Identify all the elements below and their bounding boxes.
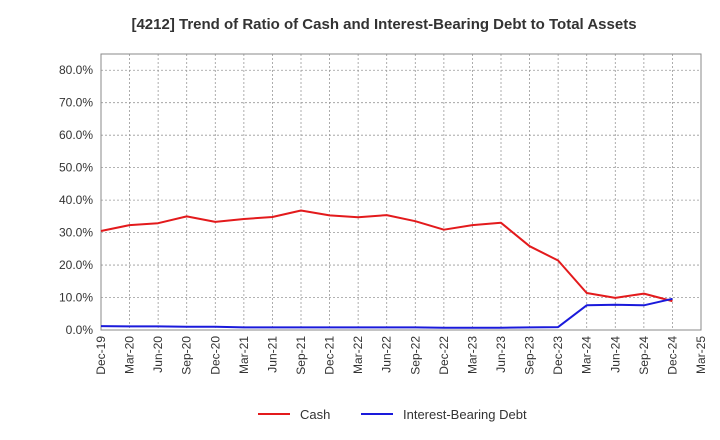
y-tick-label: 0.0% (66, 323, 94, 337)
y-axis: 0.0% 10.0% 20.0% 30.0% 40.0% 50.0% 60.0% 70.0% 8… (59, 63, 93, 337)
x-tick-label: Jun-20 (151, 336, 165, 373)
y-tick-label: 60.0% (59, 128, 93, 142)
x-tick-label: Mar-24 (580, 336, 594, 374)
x-tick-label: Mar-21 (237, 336, 251, 374)
x-tick-label: Dec-20 (208, 336, 222, 375)
plot-frame (100, 53, 702, 331)
x-tick-label: Jun-24 (608, 336, 622, 373)
series-line-interest-bearing-debt (100, 297, 673, 329)
x-tick-label: Jun-23 (494, 336, 508, 373)
x-tick-label: Jun-22 (380, 336, 394, 373)
y-tick-label: 80.0% (59, 63, 93, 77)
x-tick-label: Mar-25 (694, 336, 708, 374)
x-tick-label: Dec-22 (437, 336, 451, 375)
series-layer (100, 209, 673, 329)
x-tick-label: Mar-23 (465, 336, 479, 374)
legend-label: Interest-Bearing Debt (403, 407, 527, 422)
x-tick-label: Sep-21 (294, 336, 308, 375)
y-tick-label: 20.0% (59, 258, 93, 272)
x-tick-label: Dec-24 (665, 336, 679, 375)
series-line-cash (100, 209, 673, 303)
x-tick-label: Sep-23 (523, 336, 537, 375)
x-tick-label: Mar-20 (123, 336, 137, 374)
y-tick-label: 40.0% (59, 193, 93, 207)
x-tick-label: Sep-24 (637, 336, 651, 375)
y-tick-label: 50.0% (59, 161, 93, 175)
grid (101, 54, 701, 331)
x-tick-label: Jun-21 (265, 336, 279, 373)
x-axis: Dec-19 Mar-20 Jun-20 Sep-20 Dec-20 Mar-21 Jun-… (94, 336, 708, 375)
y-tick-label: 30.0% (59, 226, 93, 240)
x-tick-label: Sep-22 (408, 336, 422, 375)
legend-label: Cash (300, 407, 330, 422)
x-tick-label: Dec-19 (94, 336, 108, 375)
x-tick-label: Sep-20 (180, 336, 194, 375)
y-tick-label: 10.0% (59, 291, 93, 305)
x-tick-label: Dec-23 (551, 336, 565, 375)
legend: Cash Interest-Bearing Debt (258, 407, 527, 422)
chart-title: [4212] Trend of Ratio of Cash and Intere… (131, 16, 636, 33)
x-tick-label: Mar-22 (351, 336, 365, 374)
y-tick-label: 70.0% (59, 96, 93, 110)
x-tick-label: Dec-21 (323, 336, 337, 375)
